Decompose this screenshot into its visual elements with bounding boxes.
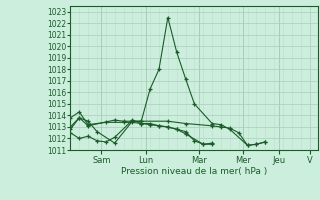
X-axis label: Pression niveau de la mer( hPa ): Pression niveau de la mer( hPa ) bbox=[121, 167, 268, 176]
